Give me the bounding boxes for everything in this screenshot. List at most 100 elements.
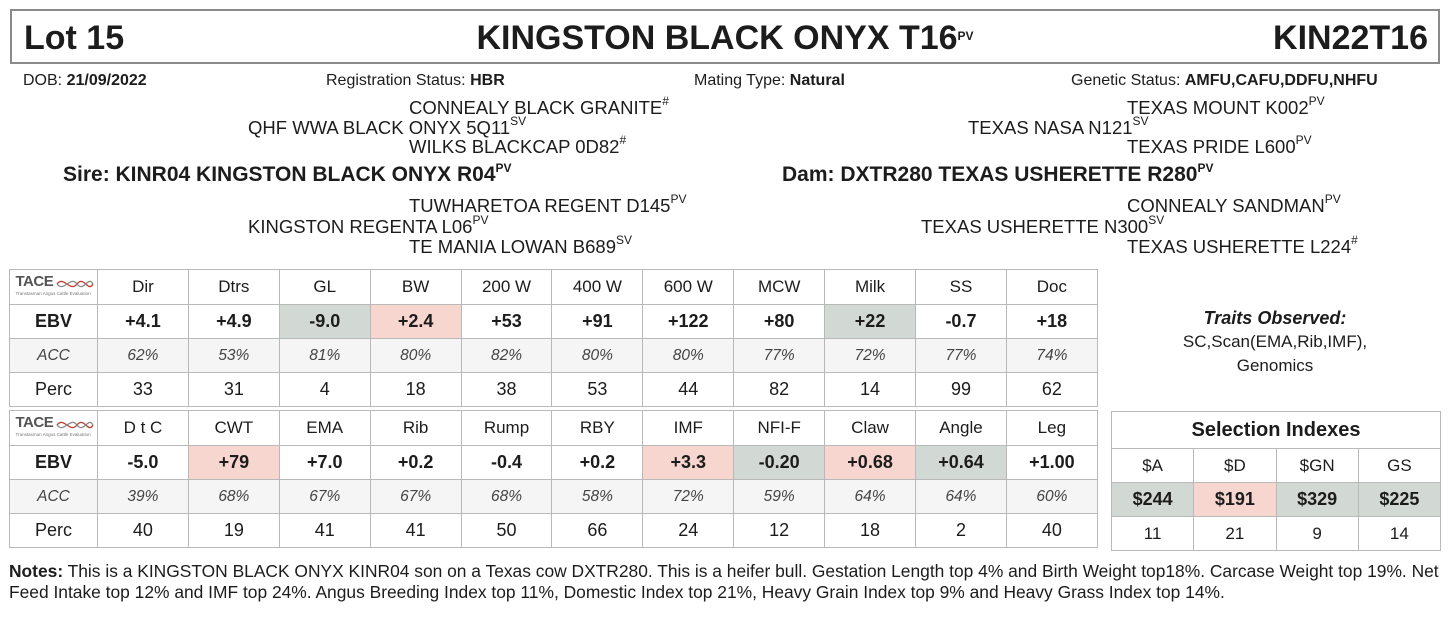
acc-cell: 62% <box>97 338 189 373</box>
trait-header: Milk <box>824 269 917 305</box>
ebv-cell: +53 <box>460 304 553 339</box>
ebv-cell: -9.0 <box>278 304 371 339</box>
acc-cell: 60% <box>1005 479 1098 514</box>
trait-header: Dir <box>97 269 189 305</box>
perc-cell: 14 <box>824 372 917 407</box>
trait-header: Angle <box>915 410 1007 446</box>
acc-cell: 67% <box>369 479 462 514</box>
index-value: $191 <box>1193 482 1277 517</box>
traits-line-2: Genomics <box>1236 356 1314 375</box>
ebv-cell: +0.2 <box>551 445 644 480</box>
dam-sire-sire: TEXAS MOUNT K002PV <box>1127 94 1325 118</box>
perc-cell: 12 <box>733 513 826 548</box>
notes: Notes: This is a KINGSTON BLACK ONYX KIN… <box>9 561 1439 603</box>
ebv-cell: +122 <box>642 304 735 339</box>
ebv-cell: +0.2 <box>369 445 462 480</box>
acc-cell: 67% <box>278 479 371 514</box>
ebv-cell: +18 <box>1005 304 1098 339</box>
sire-sire-sire: CONNEALY BLACK GRANITE# <box>409 94 669 118</box>
ebv-cell: +0.68 <box>824 445 917 480</box>
perc-cell: 82 <box>733 372 826 407</box>
trait-header: BW <box>369 269 462 305</box>
dam-dam-sire: CONNEALY SANDMANPV <box>1127 192 1341 216</box>
animal-name: KINGSTON BLACK ONYX T16PV <box>12 19 1438 58</box>
trait-header: SS <box>915 269 1007 305</box>
selection-indexes-table: Selection Indexes $A $D $GN GS $244 $191 $329… <box>1110 411 1442 551</box>
dam-sire: TEXAS NASA N121SV <box>968 114 1149 138</box>
index-perc: 11 <box>1110 516 1195 551</box>
acc-cell: 81% <box>278 338 371 373</box>
acc-cell: 82% <box>460 338 553 373</box>
acc-row: ACC 62% 53% 81% 80% 82% 80% 80% 77% 72% 77% 74% <box>9 338 1098 373</box>
perc-cell: 38 <box>460 372 553 407</box>
ebv-cell: -0.7 <box>915 304 1007 339</box>
tace-logo: TACE Transtasman Angus Cattle Evaluation <box>14 273 94 301</box>
selection-header-row: $A $D $GN GS <box>1110 448 1442 483</box>
acc-cell: 68% <box>460 479 553 514</box>
index-perc: 9 <box>1275 516 1359 551</box>
genetic-status: Genetic Status: AMFU,CAFU,DDFU,NHFU <box>1071 72 1378 90</box>
index-perc: 14 <box>1357 516 1442 551</box>
trait-header: Rump <box>460 410 553 446</box>
trait-header: MCW <box>733 269 826 305</box>
acc-cell: 72% <box>642 479 735 514</box>
tace-logo-cell: TACE Transtasman Angus Cattle Evaluation <box>9 269 98 305</box>
lot-number: Lot 15 <box>24 19 125 57</box>
sire-dam-dam: TE MANIA LOWAN B689SV <box>409 233 633 257</box>
sire-sire-dam: WILKS BLACKCAP 0D82# <box>409 133 627 157</box>
perc-cell: 33 <box>97 372 189 407</box>
trait-header: 200 W <box>460 269 553 305</box>
index-header: $GN <box>1275 448 1359 483</box>
table-header-row: TACE Transtasman Angus Cattle Evaluation… <box>9 269 1098 305</box>
row-label-acc: ACC <box>9 479 98 514</box>
row-label-perc: Perc <box>9 513 98 548</box>
perc-cell: 2 <box>915 513 1007 548</box>
row-label-ebv: EBV <box>9 445 98 480</box>
index-header: $D <box>1193 448 1277 483</box>
ebv-cell: +1.00 <box>1005 445 1098 480</box>
title-box: Lot 15 KINGSTON BLACK ONYX T16PV KIN22T1… <box>10 9 1440 64</box>
index-value: $244 <box>1110 482 1195 517</box>
acc-cell: 80% <box>642 338 735 373</box>
perc-cell: 41 <box>369 513 462 548</box>
sire-dam: KINGSTON REGENTA L06PV <box>248 213 489 237</box>
sire-sire: QHF WWA BLACK ONYX 5Q11SV <box>248 114 527 138</box>
trait-header: RBY <box>551 410 644 446</box>
tace-logo: TACE Transtasman Angus Cattle Evaluation <box>14 414 94 442</box>
tace-logo-cell: TACE Transtasman Angus Cattle Evaluation <box>9 410 98 446</box>
perc-row: Perc 40 19 41 41 50 66 24 12 18 2 40 <box>9 513 1098 548</box>
trait-header: GL <box>278 269 371 305</box>
ebv-row: EBV +4.1 +4.9 -9.0 +2.4 +53 +91 +122 +80 +22 -0.7 +… <box>9 304 1098 339</box>
acc-cell: 80% <box>369 338 462 373</box>
dam-sire-dam: TEXAS PRIDE L600PV <box>1127 133 1312 157</box>
animal-name-status: PV <box>957 29 974 43</box>
selection-title-row: Selection Indexes <box>1111 411 1441 449</box>
ebv-cell: +4.9 <box>187 304 280 339</box>
trait-header: D t C <box>97 410 189 446</box>
index-perc: 21 <box>1193 516 1277 551</box>
dam-dam-dam: TEXAS USHERETTE L224# <box>1127 233 1358 257</box>
ebv-row: EBV -5.0 +79 +7.0 +0.2 -0.4 +0.2 +3.3 -0.20 +0.68… <box>9 445 1098 480</box>
acc-cell: 64% <box>915 479 1007 514</box>
mating-type: Mating Type: Natural <box>694 72 845 90</box>
index-value: $225 <box>1357 482 1442 517</box>
table-header-row: TACE Transtasman Angus Cattle Evaluation… <box>9 410 1098 446</box>
perc-cell: 19 <box>187 513 280 548</box>
dam-dam: TEXAS USHERETTE N300SV <box>921 213 1165 237</box>
traits-observed: Traits Observed: SC,Scan(EMA,Rib,IMF), G… <box>1110 306 1440 378</box>
genetic-label: Genetic Status: <box>1071 72 1181 89</box>
ebv-cell: +80 <box>733 304 826 339</box>
index-header: GS <box>1357 448 1442 483</box>
perc-cell: 31 <box>187 372 280 407</box>
perc-cell: 44 <box>642 372 735 407</box>
perc-row: Perc 33 31 4 18 38 53 44 82 14 99 62 <box>9 372 1098 407</box>
perc-cell: 40 <box>1005 513 1098 548</box>
perc-cell: 66 <box>551 513 644 548</box>
dna-helix-icon <box>55 421 94 429</box>
registration-label: Registration Status: <box>326 72 466 89</box>
ebv-table-carcase: TACE Transtasman Angus Cattle Evaluation… <box>9 410 1098 548</box>
trait-header: 400 W <box>551 269 644 305</box>
tace-logo-subtitle: Transtasman Angus Cattle Evaluation <box>15 291 91 296</box>
ebv-cell: +7.0 <box>278 445 371 480</box>
row-label-ebv: EBV <box>9 304 98 339</box>
